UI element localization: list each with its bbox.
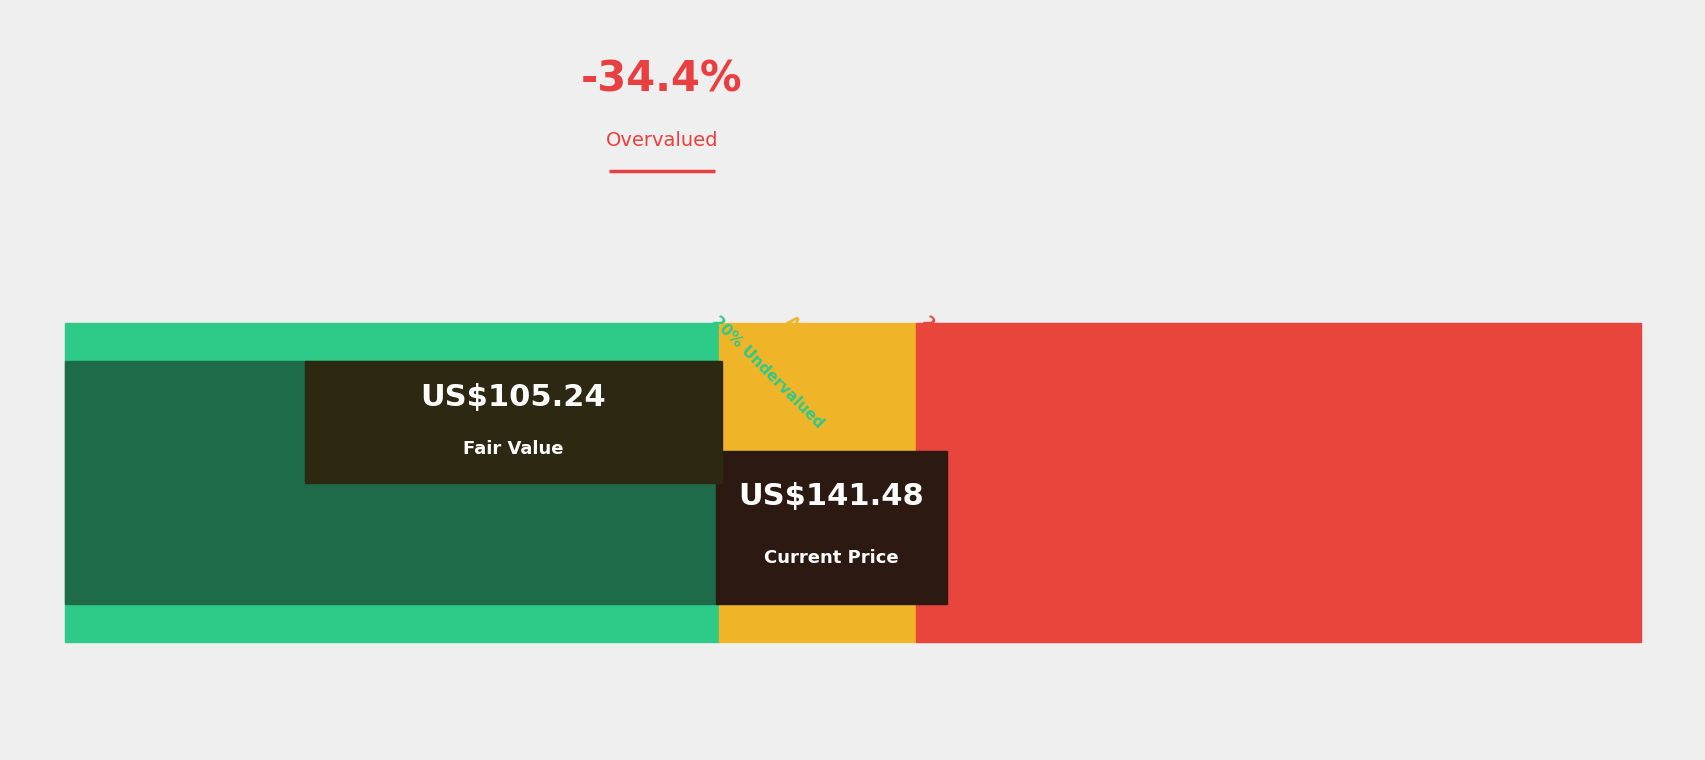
Text: About Right: About Right [783, 314, 866, 397]
Text: 20% Undervalued: 20% Undervalued [708, 314, 825, 432]
Bar [916, 323, 1640, 642]
Bar [718, 323, 916, 642]
Text: US$105.24: US$105.24 [421, 383, 605, 412]
Bar [714, 451, 946, 604]
Bar [305, 361, 721, 483]
Text: Fair Value: Fair Value [464, 439, 563, 458]
Text: Current Price: Current Price [764, 549, 899, 567]
Bar [65, 361, 718, 604]
Text: Overvalued: Overvalued [605, 131, 718, 150]
Bar [65, 323, 718, 642]
Text: 20% Overvalued: 20% Overvalued [919, 314, 1028, 423]
Text: -34.4%: -34.4% [581, 59, 742, 101]
Text: US$141.48: US$141.48 [738, 482, 924, 511]
